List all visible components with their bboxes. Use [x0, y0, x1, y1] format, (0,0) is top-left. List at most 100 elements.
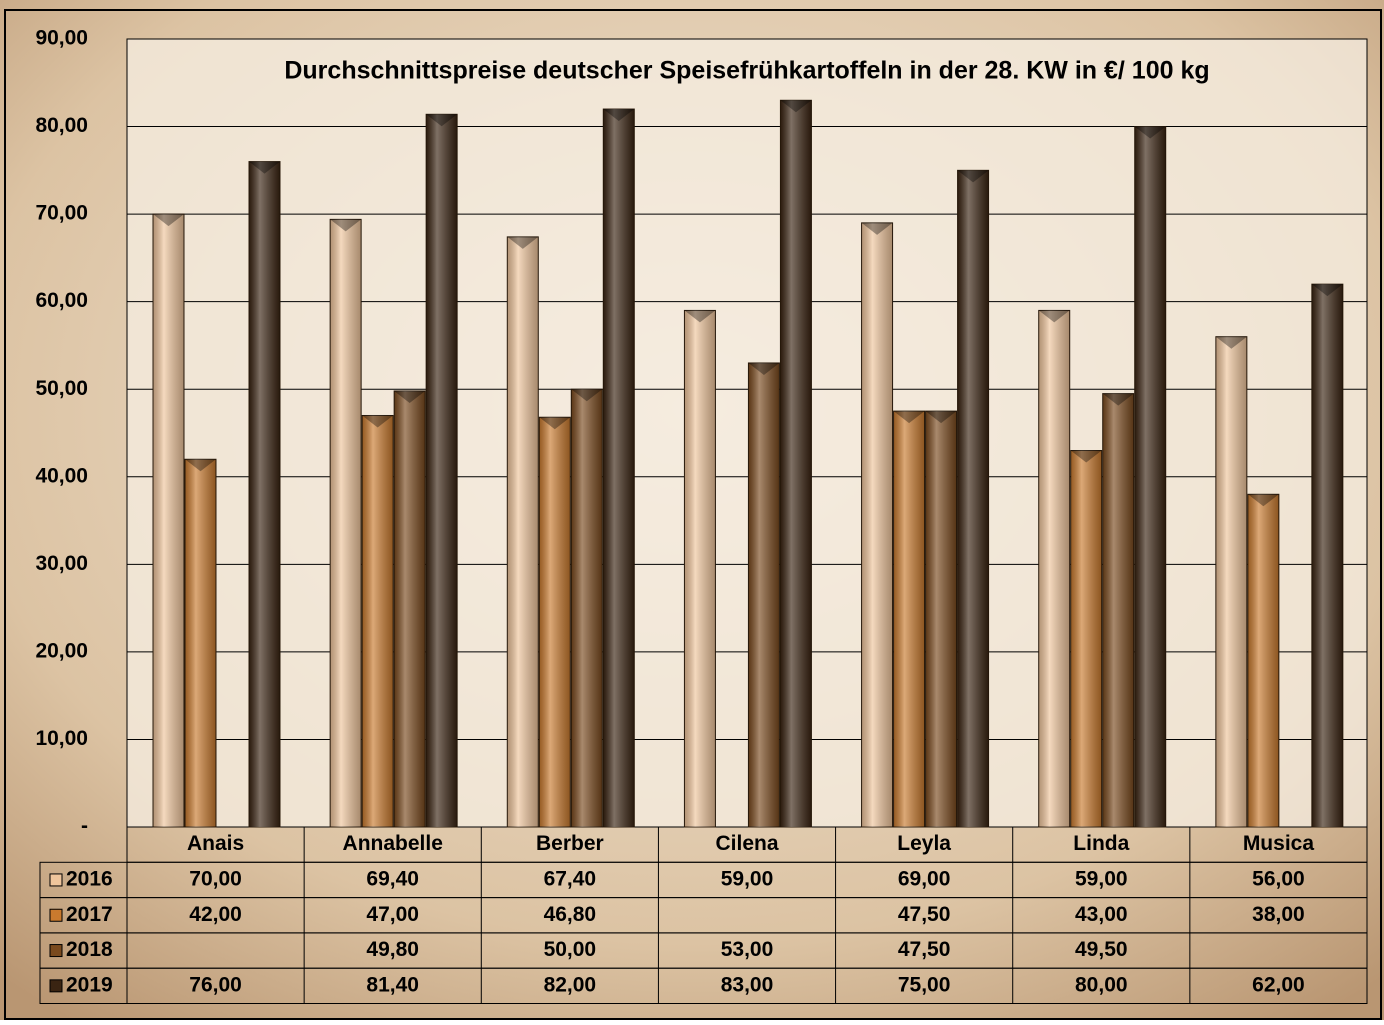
bar-cap: [362, 415, 394, 428]
bar-shine: [539, 417, 571, 827]
table-row: [39, 967, 1368, 1005]
table-value: 83,00: [721, 973, 774, 996]
bar-shine: [1038, 310, 1070, 827]
bar-shine: [1134, 126, 1166, 828]
bar-shine: [1070, 450, 1102, 827]
bar-cap: [153, 214, 184, 227]
legend-label: 2019: [66, 973, 113, 996]
y-tick-label: 50,00: [35, 377, 88, 400]
table-value: 59,00: [721, 867, 774, 890]
bar-cap: [861, 222, 893, 235]
y-tick-label: 70,00: [35, 202, 88, 225]
table-value: 62,00: [1252, 973, 1305, 996]
bar-cap: [1311, 284, 1343, 297]
category-label: Linda: [1073, 832, 1129, 855]
bar-shine: [861, 222, 893, 827]
category-label: Anais: [187, 832, 244, 855]
bar-cap: [684, 310, 716, 323]
y-tick-label: 80,00: [35, 114, 88, 137]
bar-cap: [780, 100, 812, 113]
table-value: 47,50: [898, 938, 951, 961]
bar-cap: [1134, 126, 1166, 139]
category-label: Cilena: [715, 832, 778, 855]
table-value: 42,00: [189, 903, 242, 926]
bar-shine: [571, 389, 603, 827]
bar-cap: [507, 236, 539, 249]
legend-key: [49, 944, 63, 958]
bar-shine: [925, 411, 957, 827]
category-label: Leyla: [897, 832, 951, 855]
bar-shine: [153, 214, 184, 828]
chart-title: Durchschnittspreise deutscher Speisefrüh…: [284, 57, 1209, 85]
table-value: 69,40: [366, 867, 419, 890]
table-value: 38,00: [1252, 903, 1305, 926]
table-value: 53,00: [721, 938, 774, 961]
table-value: 49,50: [1075, 938, 1128, 961]
table-value: 50,00: [544, 938, 597, 961]
table-value: 59,00: [1075, 867, 1128, 890]
legend-label: 2016: [66, 867, 113, 890]
bar-shine: [893, 411, 925, 827]
bar-cap: [603, 109, 635, 122]
bar-shine: [362, 415, 394, 827]
bar-shine: [1311, 284, 1343, 828]
bar-cap: [330, 219, 362, 232]
table-value: 46,80: [544, 903, 597, 926]
table-value: 70,00: [189, 867, 242, 890]
y-tick-label: 30,00: [35, 552, 88, 575]
bar-cap: [1215, 336, 1247, 349]
legend-key: [49, 979, 63, 993]
legend-label: 2017: [66, 903, 113, 926]
table-value: 80,00: [1075, 973, 1128, 996]
legend-label: 2018: [66, 938, 113, 961]
bar-cap: [1102, 393, 1134, 406]
bar-shine: [1247, 494, 1279, 827]
border: [4, 9, 1382, 1020]
bar-cap: [249, 161, 280, 174]
bar-cap: [1247, 494, 1279, 507]
table-value: 47,00: [366, 903, 419, 926]
y-tick-label: 40,00: [35, 464, 88, 487]
bar-cap: [893, 411, 925, 424]
bar-shine: [249, 161, 280, 828]
bar-cap: [394, 390, 426, 403]
bar-cap: [1038, 310, 1070, 323]
y-tick-label: 60,00: [35, 289, 88, 312]
table-value: 49,80: [366, 938, 419, 961]
bar-shine: [185, 459, 216, 827]
legend-key: [49, 908, 63, 922]
y-tick-label: 10,00: [35, 727, 88, 750]
bar-shine: [684, 310, 716, 827]
bar-shine: [426, 114, 458, 827]
category-label: Berber: [536, 832, 604, 855]
table-value: 43,00: [1075, 903, 1128, 926]
bar-cap: [748, 362, 780, 375]
bar-shine: [1215, 336, 1247, 827]
bar-shine: [603, 109, 635, 828]
bar-cap: [426, 114, 458, 127]
y-tick-label: 90,00: [35, 27, 88, 50]
bar-cap: [571, 389, 603, 402]
category-label: Musica: [1243, 832, 1315, 855]
bar-cap: [925, 411, 957, 424]
bar-shine: [394, 390, 426, 827]
bar-cap: [1070, 450, 1102, 463]
bar-shine: [957, 170, 989, 828]
legend-key: [49, 873, 63, 887]
bar-shine: [1102, 393, 1134, 827]
table-value: 81,40: [366, 973, 419, 996]
bar-shine: [507, 236, 539, 827]
table-value: 69,00: [898, 867, 951, 890]
bar-cap: [957, 170, 989, 183]
table-value: 82,00: [544, 973, 597, 996]
bar-cap: [539, 417, 571, 430]
y-tick-label: 20,00: [35, 639, 88, 662]
table-value: 47,50: [898, 903, 951, 926]
table-value: 76,00: [189, 973, 242, 996]
table-value: 67,40: [544, 867, 597, 890]
category-label: Annabelle: [343, 832, 443, 855]
table-value: 75,00: [898, 973, 951, 996]
bar-cap: [185, 459, 216, 472]
bar-shine: [748, 362, 780, 827]
